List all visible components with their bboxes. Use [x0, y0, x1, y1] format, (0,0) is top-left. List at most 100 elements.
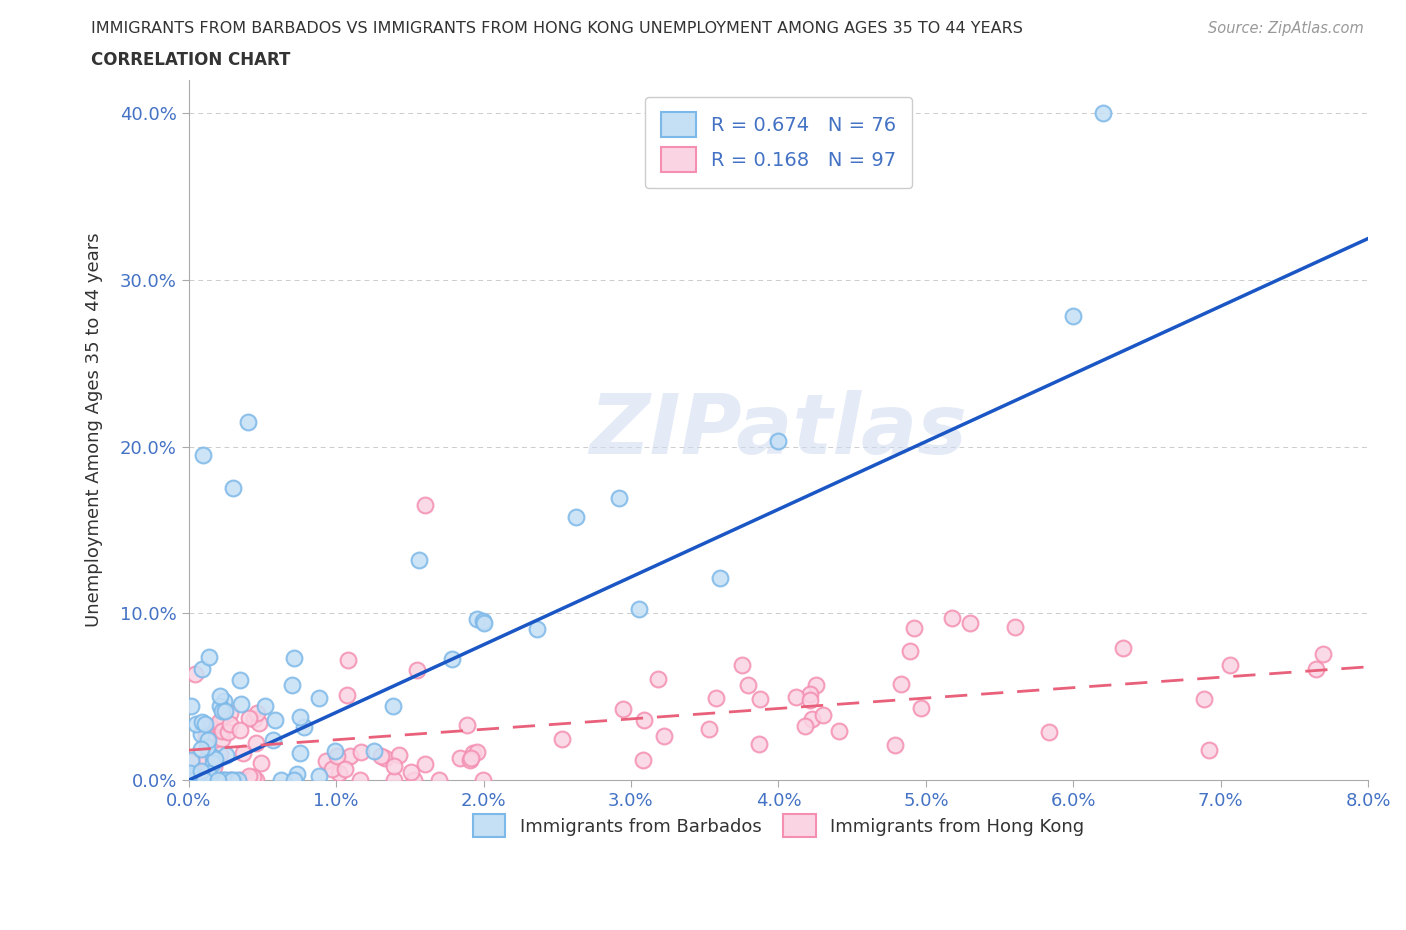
- Point: [404, 773, 426, 788]
- Point: [382, 759, 405, 774]
- Point: [222, 481, 245, 496]
- Point: [748, 691, 770, 706]
- Point: [526, 622, 548, 637]
- Point: [1112, 641, 1135, 656]
- Point: [246, 706, 269, 721]
- Point: [941, 611, 963, 626]
- Point: [381, 698, 404, 713]
- Point: [607, 491, 630, 506]
- Point: [471, 614, 494, 629]
- Point: [704, 691, 727, 706]
- Point: [471, 773, 494, 788]
- Point: [323, 744, 346, 759]
- Point: [321, 762, 343, 777]
- Point: [219, 706, 242, 721]
- Point: [232, 746, 254, 761]
- Point: [898, 644, 921, 658]
- Point: [337, 652, 360, 667]
- Point: [883, 737, 905, 752]
- Point: [1312, 646, 1334, 661]
- Point: [201, 755, 224, 770]
- Point: [785, 689, 807, 704]
- Point: [229, 773, 252, 788]
- Point: [1198, 742, 1220, 757]
- Point: [612, 702, 634, 717]
- Legend: Immigrants from Barbados, Immigrants from Hong Kong: Immigrants from Barbados, Immigrants fro…: [463, 804, 1095, 848]
- Point: [283, 650, 305, 665]
- Point: [461, 745, 484, 760]
- Point: [208, 689, 231, 704]
- Point: [565, 510, 588, 525]
- Point: [233, 773, 256, 788]
- Text: IMMIGRANTS FROM BARBADOS VS IMMIGRANTS FROM HONG KONG UNEMPLOYMENT AMONG AGES 35: IMMIGRANTS FROM BARBADOS VS IMMIGRANTS F…: [91, 21, 1024, 36]
- Point: [1091, 106, 1114, 121]
- Point: [458, 752, 481, 767]
- Point: [737, 677, 759, 692]
- Point: [197, 733, 219, 748]
- Point: [186, 716, 208, 731]
- Point: [194, 717, 217, 732]
- Point: [388, 748, 411, 763]
- Point: [195, 739, 218, 754]
- Point: [181, 767, 204, 782]
- Point: [910, 701, 932, 716]
- Point: [211, 773, 233, 788]
- Point: [1192, 692, 1215, 707]
- Point: [467, 612, 489, 627]
- Point: [427, 772, 450, 787]
- Point: [201, 749, 224, 764]
- Point: [208, 714, 231, 729]
- Point: [242, 769, 264, 784]
- Point: [804, 677, 827, 692]
- Point: [214, 773, 236, 788]
- Point: [285, 766, 308, 781]
- Point: [827, 724, 849, 738]
- Point: [440, 652, 463, 667]
- Point: [281, 678, 304, 693]
- Point: [184, 773, 207, 788]
- Point: [465, 745, 488, 760]
- Point: [903, 620, 925, 635]
- Point: [811, 708, 834, 723]
- Point: [328, 765, 350, 780]
- Point: [190, 662, 212, 677]
- Point: [270, 773, 292, 788]
- Point: [336, 687, 359, 702]
- Point: [198, 719, 221, 734]
- Point: [197, 650, 219, 665]
- Y-axis label: Unemployment Among Ages 35 to 44 years: Unemployment Among Ages 35 to 44 years: [86, 232, 103, 628]
- Point: [370, 748, 392, 763]
- Text: Source: ZipAtlas.com: Source: ZipAtlas.com: [1208, 21, 1364, 36]
- Point: [197, 769, 219, 784]
- Point: [211, 724, 233, 738]
- Point: [194, 752, 217, 767]
- Point: [408, 552, 430, 567]
- Point: [766, 433, 789, 448]
- Point: [799, 693, 821, 708]
- Point: [253, 698, 276, 713]
- Point: [1062, 309, 1084, 324]
- Point: [180, 699, 202, 714]
- Point: [959, 616, 981, 631]
- Point: [413, 498, 436, 512]
- Point: [292, 719, 315, 734]
- Point: [191, 771, 214, 786]
- Point: [193, 773, 215, 788]
- Point: [748, 737, 770, 751]
- Point: [217, 724, 239, 739]
- Point: [190, 764, 212, 778]
- Point: [238, 769, 260, 784]
- Point: [219, 773, 242, 788]
- Point: [472, 616, 495, 631]
- Point: [238, 711, 260, 725]
- Point: [242, 773, 264, 788]
- Point: [195, 730, 218, 745]
- Point: [221, 773, 243, 788]
- Point: [349, 773, 371, 788]
- Point: [245, 736, 267, 751]
- Point: [212, 693, 235, 708]
- Point: [180, 773, 202, 788]
- Point: [188, 773, 211, 788]
- Point: [231, 697, 253, 711]
- Point: [308, 690, 330, 705]
